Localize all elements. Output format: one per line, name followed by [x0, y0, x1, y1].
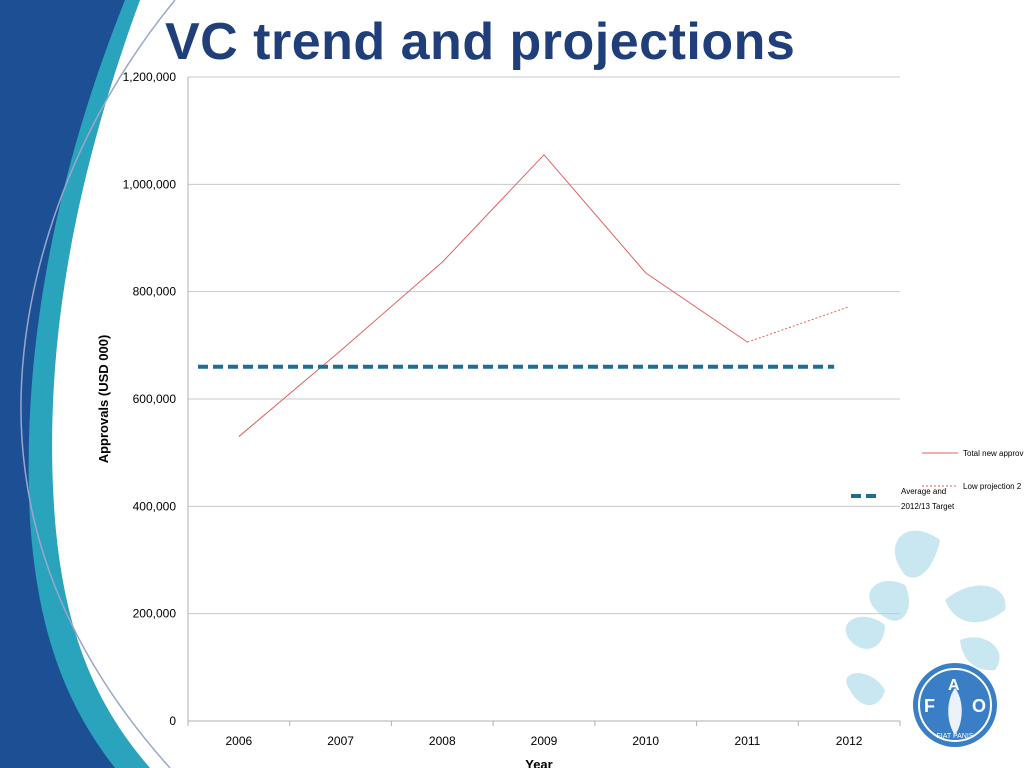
- x-tick-label: 2011: [735, 734, 761, 748]
- legend-label-total: Total new approv: [963, 449, 1023, 458]
- series-total-new-approvals-line: [238, 154, 748, 437]
- y-tick-label: 1,000,000: [123, 177, 177, 191]
- x-tick-label: 2006: [226, 734, 253, 748]
- slide-title: VC trend and projections: [165, 13, 796, 71]
- y-tick-label: 1,200,000: [123, 70, 177, 84]
- y-tick-label: 600,000: [133, 392, 177, 406]
- x-axis-label: Year: [525, 757, 552, 768]
- x-tick-label: 2010: [632, 734, 659, 748]
- x-tick-label: 2008: [429, 734, 456, 748]
- y-tick-label: 0: [169, 714, 176, 728]
- fao-logo-letter-a: A: [948, 677, 960, 694]
- fao-logo-letter-f: F: [924, 696, 935, 716]
- y-tick-label: 200,000: [133, 607, 177, 621]
- leaf-decoration: [845, 530, 1006, 705]
- fao-logo: F A O FIAT PANIS: [913, 663, 997, 747]
- legend-label-target-line1: Average and: [901, 487, 946, 496]
- x-tick-label: 2007: [327, 734, 354, 748]
- y-tick-label: 400,000: [133, 499, 177, 513]
- legend-label-low-projection: Low projection 2: [963, 482, 1022, 491]
- fao-logo-letter-o: O: [972, 696, 986, 716]
- x-tick-label: 2012: [836, 734, 863, 748]
- series-low-projection-line: [747, 306, 850, 343]
- x-tick-label: 2009: [531, 734, 558, 748]
- left-arc-line: [20, 0, 176, 768]
- fao-logo-motto: FIAT PANIS: [937, 733, 974, 740]
- left-dark-band: [0, 0, 125, 768]
- y-axis-label: Approvals (USD 000): [96, 335, 111, 464]
- y-tick-label: 800,000: [133, 285, 177, 299]
- legend-label-target-line2: 2012/13 Target: [901, 502, 955, 511]
